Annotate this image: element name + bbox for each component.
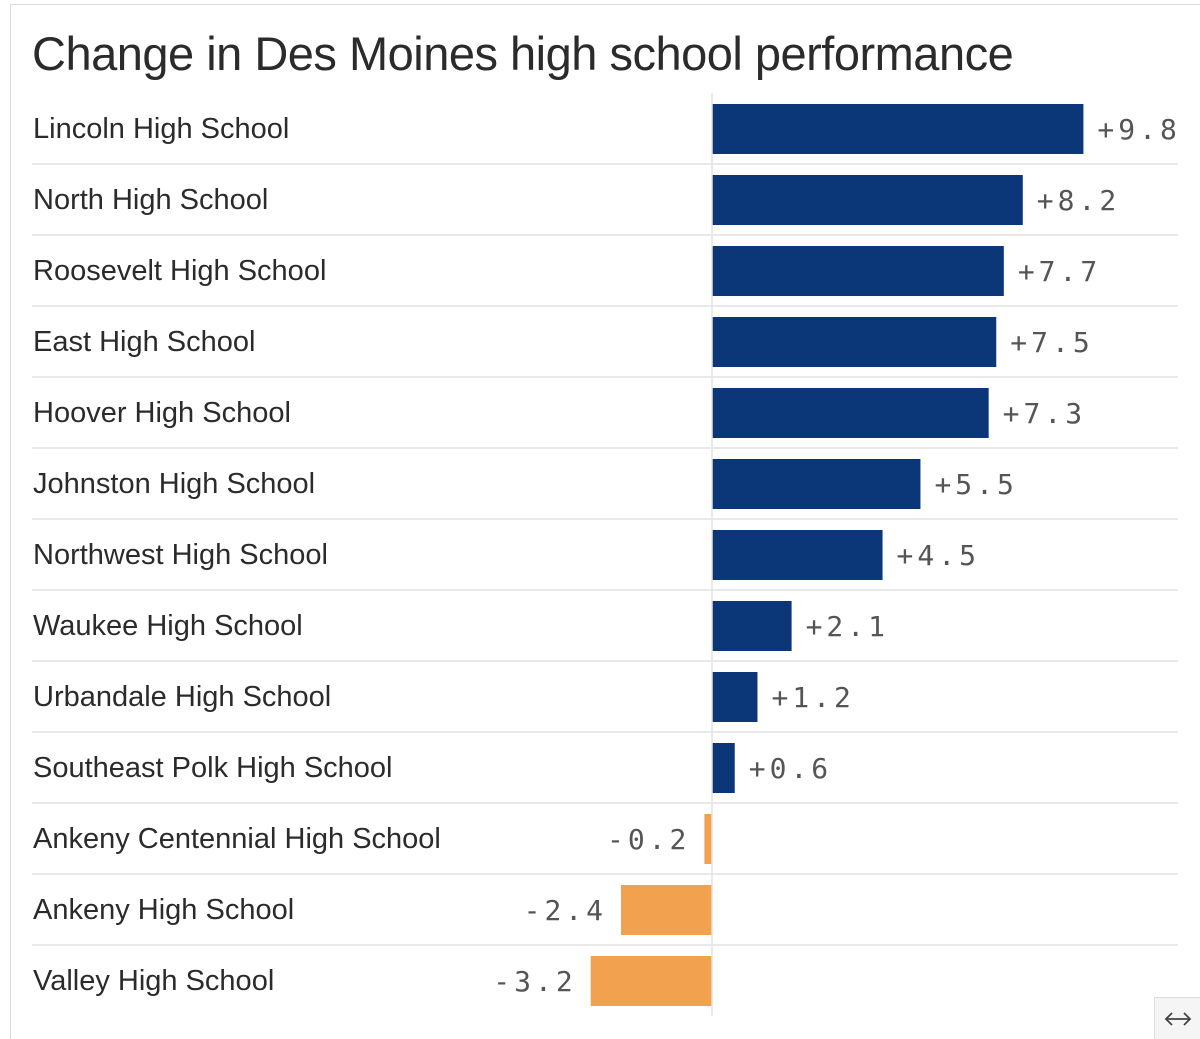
expand-button[interactable] bbox=[1154, 997, 1200, 1039]
value-label: +4.5 bbox=[897, 539, 980, 572]
bar bbox=[712, 530, 883, 580]
value-label: +7.7 bbox=[1018, 255, 1101, 288]
bar bbox=[712, 743, 735, 793]
category-label: Southeast Polk High School bbox=[33, 752, 393, 784]
category-label: Johnston High School bbox=[33, 468, 315, 500]
bar bbox=[712, 246, 1004, 296]
category-label: North High School bbox=[33, 184, 268, 216]
value-label: -3.2 bbox=[493, 965, 576, 998]
value-label: +0.6 bbox=[749, 752, 832, 785]
bar bbox=[712, 388, 989, 438]
category-label: Northwest High School bbox=[33, 539, 328, 571]
bar bbox=[621, 885, 712, 935]
category-label: Urbandale High School bbox=[33, 681, 331, 713]
category-label: Ankeny High School bbox=[33, 894, 294, 926]
bar bbox=[704, 814, 712, 864]
bar bbox=[712, 601, 792, 651]
chart-frame bbox=[10, 4, 1200, 1039]
category-label: East High School bbox=[33, 326, 255, 358]
bar bbox=[712, 672, 758, 722]
category-label: Valley High School bbox=[33, 965, 274, 997]
category-label: Ankeny Centennial High School bbox=[33, 823, 441, 855]
value-label: +7.5 bbox=[1010, 326, 1093, 359]
value-label: +2.1 bbox=[806, 610, 889, 643]
bar bbox=[712, 104, 1084, 154]
horizontal-expand-icon bbox=[1164, 1011, 1191, 1026]
category-label: Waukee High School bbox=[33, 610, 303, 642]
chart-title: Change in Des Moines high school perform… bbox=[32, 27, 1014, 80]
value-label: +8.2 bbox=[1037, 184, 1120, 217]
category-label: Lincoln High School bbox=[33, 113, 289, 145]
category-label: Roosevelt High School bbox=[33, 255, 326, 287]
value-label: +7.3 bbox=[1003, 397, 1086, 430]
value-label: +1.2 bbox=[771, 681, 854, 714]
value-label: -2.4 bbox=[524, 894, 607, 927]
value-label: -0.2 bbox=[607, 823, 690, 856]
value-label: +5.5 bbox=[934, 468, 1017, 501]
bar bbox=[712, 175, 1023, 225]
value-label: +9.8 bbox=[1097, 113, 1180, 146]
bar bbox=[712, 317, 997, 367]
bar bbox=[712, 459, 921, 509]
category-label: Hoover High School bbox=[33, 397, 291, 429]
bar bbox=[590, 956, 712, 1006]
